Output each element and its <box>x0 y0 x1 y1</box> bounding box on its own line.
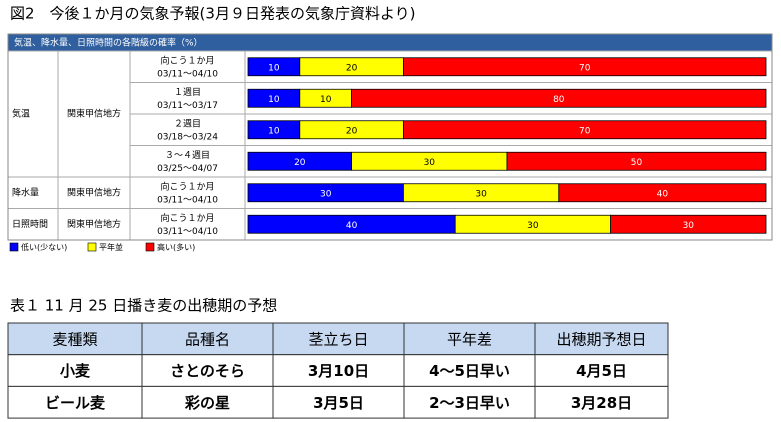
bar-segment <box>351 88 767 108</box>
bar-label: 70 <box>579 63 591 73</box>
legend-label: 高い(多い) <box>157 242 195 252</box>
bar-label: 30 <box>320 189 332 199</box>
legend-swatch <box>145 242 155 252</box>
bar-segment <box>506 151 767 171</box>
bar-label: 10 <box>268 126 280 136</box>
period: ３～４週目 <box>165 150 210 161</box>
element: 日照時間 <box>12 219 48 230</box>
period: 向こう１か月 <box>160 212 214 224</box>
period: 向こう１か月 <box>160 181 214 193</box>
header-cell <box>403 322 536 356</box>
element: 気温 <box>12 108 30 120</box>
bar-label: 20 <box>346 63 358 73</box>
dates: 03/11～04/10 <box>157 227 218 237</box>
bar-label: 10 <box>320 95 332 105</box>
bar-label: 10 <box>268 95 280 105</box>
cell-text: 4月5日 <box>576 362 627 380</box>
bar-label: 40 <box>346 221 358 231</box>
region: 関東甲信地方 <box>67 108 121 120</box>
header-text: 出穂期予想日 <box>556 330 646 348</box>
bar-segment <box>402 120 767 140</box>
legend-label: 平年並 <box>99 242 123 252</box>
region: 関東甲信地方 <box>67 186 121 198</box>
period: ２週目 <box>174 119 201 130</box>
bar-label: 40 <box>657 189 669 199</box>
cell-text: 彩の星 <box>184 394 230 412</box>
bar-label: 30 <box>424 158 436 168</box>
figure-border <box>7 33 773 241</box>
figure-header-bg <box>8 34 772 51</box>
cell-text: ビール麦 <box>45 394 106 412</box>
cell <box>534 385 669 419</box>
bar-segment <box>610 214 767 234</box>
dates: 03/18～03/24 <box>157 133 218 143</box>
bar-label: 20 <box>346 126 358 136</box>
bar-label: 70 <box>579 126 591 136</box>
dates: 03/25～04/07 <box>157 164 218 174</box>
cell-text: 3月28日 <box>571 394 632 412</box>
figure-caption: 図2 今後１か月の気象予報(3月９日発表の気象庁資料より) <box>10 5 416 23</box>
header-text: 平年差 <box>447 330 492 348</box>
period: 向こう１か月 <box>160 55 214 67</box>
bar-label: 80 <box>553 95 565 105</box>
header-text: 麦種類 <box>52 330 97 348</box>
cell-text: 4～5日早い <box>429 362 510 380</box>
header-cell <box>7 322 143 356</box>
period: １週目 <box>174 87 201 98</box>
cell-text: 2～3日早い <box>429 394 510 412</box>
bar-label: 50 <box>631 158 643 168</box>
cell-text: 小麦 <box>60 362 91 380</box>
region: 関東甲信地方 <box>67 218 121 230</box>
element: 降水量 <box>12 186 39 198</box>
bar-label: 30 <box>527 221 539 231</box>
table-caption: 表１ 11 月 25 日播き麦の出穂期の予想 <box>10 297 277 315</box>
header-cell <box>534 322 669 356</box>
cell <box>534 354 669 387</box>
cell <box>141 385 274 419</box>
bar-label: 30 <box>475 189 487 199</box>
cell <box>272 385 405 419</box>
bar-label: 20 <box>294 158 306 168</box>
dates: 03/11～04/10 <box>157 196 218 206</box>
cell-text: 3月5日 <box>313 394 364 412</box>
bar-segment <box>402 57 767 77</box>
cell <box>272 354 405 387</box>
legend-swatch <box>9 242 19 252</box>
cell-text: 3月10日 <box>308 362 369 380</box>
cell <box>7 354 143 387</box>
dates: 03/11～03/17 <box>157 101 218 111</box>
legend-swatch <box>87 242 97 252</box>
bar-label: 30 <box>683 221 695 231</box>
bar-label: 10 <box>268 63 280 73</box>
figure-header: 気温、降水量、日照時間の各階級の確率（%） <box>14 37 203 49</box>
cell <box>141 354 274 387</box>
dates: 03/11～04/10 <box>157 70 218 80</box>
header-text: 品種名 <box>185 330 230 348</box>
header-cell <box>272 322 405 356</box>
legend-label: 低い(少ない) <box>21 242 67 252</box>
cell <box>7 385 143 419</box>
header-text: 茎立ち日 <box>308 330 368 348</box>
bar-segment <box>558 183 767 203</box>
cell-text: さとのそら <box>170 362 245 380</box>
